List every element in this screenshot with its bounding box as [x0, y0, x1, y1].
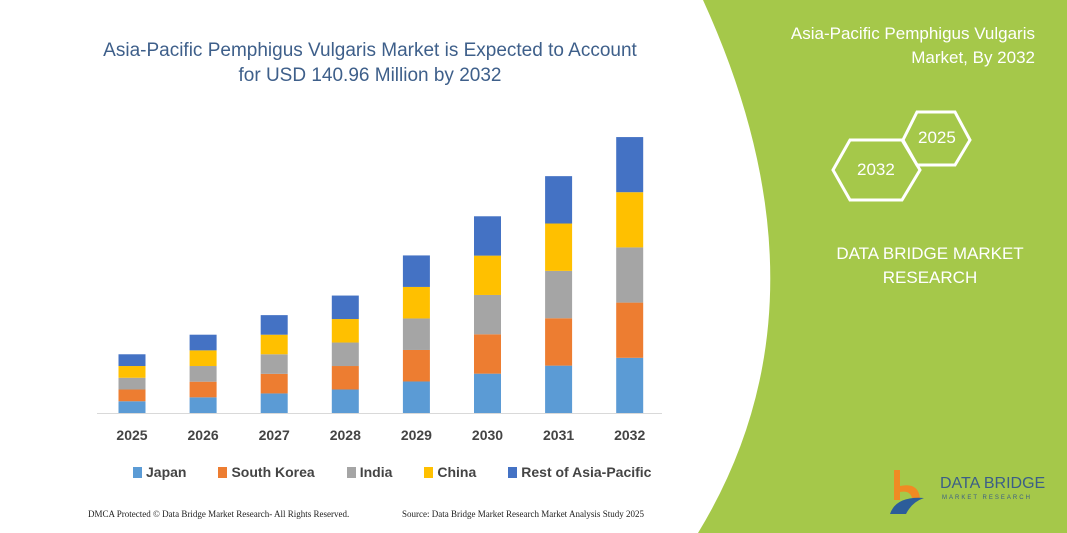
bar-segment-china-2027	[260, 334, 288, 355]
bar-segment-south-korea-2029	[402, 349, 430, 382]
bar-segment-india-2028	[331, 342, 359, 367]
bar-segment-india-2027	[260, 354, 288, 374]
chart-legend: Japan South Korea India China Rest of As…	[133, 464, 651, 480]
bar-segment-japan-2025	[118, 401, 146, 413]
bar-segment-south-korea-2030	[474, 334, 501, 374]
legend-swatch	[133, 466, 142, 478]
bar-segment-japan-2031	[545, 365, 573, 413]
bar-segment-rest-of-asia-pacific-2026	[189, 334, 217, 351]
bar-segment-south-korea-2032	[616, 302, 644, 358]
hex-year-2025: 2025	[918, 128, 956, 147]
bar-segment-south-korea-2028	[331, 366, 359, 390]
legend-item-india: India	[346, 464, 393, 480]
bar-segment-china-2029	[402, 286, 430, 319]
legend-item-south-korea: South Korea	[218, 464, 315, 480]
bar-segment-south-korea-2025	[118, 389, 146, 402]
bar-segment-india-2032	[616, 247, 644, 303]
bar-segment-rest-of-asia-pacific-2025	[118, 354, 146, 367]
legend-swatch	[218, 466, 228, 478]
bar-segment-japan-2029	[402, 381, 430, 413]
x-tick-label: 2031	[543, 427, 574, 443]
x-tick-label: 2026	[188, 427, 219, 443]
legend-label: India	[359, 464, 393, 480]
x-tick-label: 2027	[259, 427, 290, 443]
bar-segment-china-2025	[118, 366, 146, 378]
bar-segment-japan-2030	[474, 373, 501, 413]
legend-item-japan: Japan	[133, 464, 186, 480]
bar-segment-rest-of-asia-pacific-2028	[331, 295, 359, 320]
stacked-bar-chart: 2025 2026 2027 2028 2029 2030 2031 2032	[97, 137, 662, 443]
copyright-text: DMCA Protected © Data Bridge Market Rese…	[88, 509, 350, 519]
bar-segment-china-2031	[545, 223, 573, 271]
bar-segment-india-2025	[118, 377, 146, 390]
bar-segment-india-2031	[545, 270, 573, 319]
legend-swatch	[508, 466, 518, 478]
bar-segment-south-korea-2031	[545, 318, 573, 366]
brand-text: DATA BRIDGE MARKET RESEARCH	[836, 244, 1024, 287]
bar-segment-south-korea-2026	[189, 381, 217, 398]
bar-segment-south-korea-2027	[260, 373, 288, 394]
bar-segment-japan-2027	[260, 393, 288, 413]
legend-swatch	[346, 466, 356, 478]
hex-year-2032: 2032	[857, 160, 895, 179]
bar-segment-japan-2026	[189, 397, 217, 413]
x-tick-label: 2032	[614, 427, 645, 443]
bar-segment-rest-of-asia-pacific-2027	[260, 315, 288, 335]
bar-segment-rest-of-asia-pacific-2032	[616, 137, 644, 193]
legend-item-china: China	[424, 464, 476, 480]
legend-label: South Korea	[231, 464, 315, 480]
bar-segment-india-2030	[474, 294, 501, 335]
x-tick-label: 2025	[116, 427, 147, 443]
bar-segment-japan-2032	[616, 357, 644, 413]
bar-segment-india-2026	[189, 366, 217, 382]
bar-segment-china-2030	[474, 255, 501, 295]
x-tick-label: 2028	[330, 427, 361, 443]
data-bridge-logo-icon	[890, 470, 924, 514]
bar-segment-rest-of-asia-pacific-2030	[474, 216, 501, 256]
x-tick-label: 2029	[401, 427, 432, 443]
green-side-panel	[698, 0, 1067, 533]
chart-title: Asia-Pacific Pemphigus Vulgaris Market i…	[103, 40, 637, 86]
legend-label: Rest of Asia-Pacific	[521, 464, 652, 480]
x-tick-label: 2030	[472, 427, 503, 443]
bar-segment-japan-2028	[331, 389, 359, 413]
bar-segment-rest-of-asia-pacific-2031	[545, 176, 573, 224]
legend-item-rest: Rest of Asia-Pacific	[508, 464, 651, 480]
logo-tagline: MARKET RESEARCH	[942, 495, 1032, 501]
legend-label: China	[437, 464, 477, 480]
legend-swatch	[424, 466, 434, 478]
bar-segment-china-2026	[189, 350, 217, 367]
hexagon-2032	[831, 138, 922, 202]
source-text: Source: Data Bridge Market Research Mark…	[402, 509, 644, 519]
bar-segment-rest-of-asia-pacific-2029	[402, 255, 430, 287]
legend-label: Japan	[146, 464, 187, 480]
bar-segment-india-2029	[402, 318, 430, 350]
side-panel-title: Asia-Pacific Pemphigus Vulgaris Market, …	[790, 24, 1035, 67]
bar-segment-china-2032	[616, 192, 644, 248]
bar-segment-china-2028	[331, 319, 359, 343]
logo-name: DATA BRIDGE	[940, 475, 1046, 492]
